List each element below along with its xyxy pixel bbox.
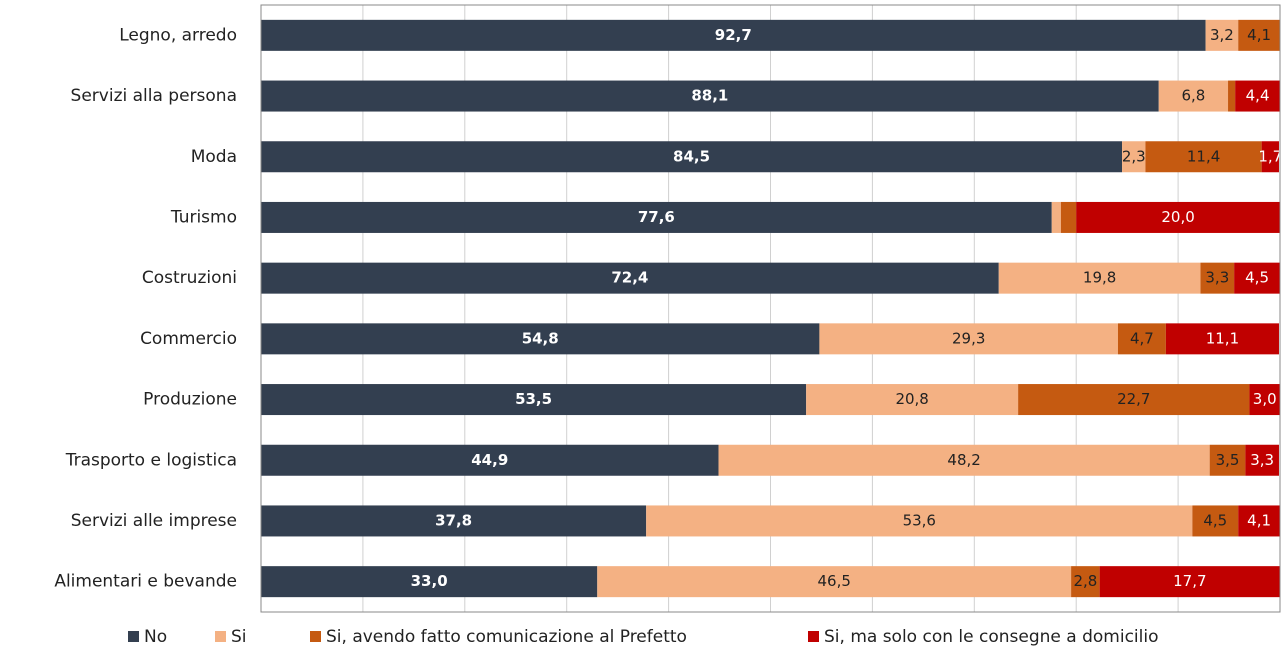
- plot-area: 92,7 3,2 4,1 88,1 6,8 4,4 84,5 2,3 11,4 1,7 77,6 20…: [261, 5, 1282, 612]
- data-label: 11,4: [1187, 147, 1220, 165]
- bar-segment: [1018, 384, 1250, 416]
- bar-segment: [646, 505, 1193, 537]
- bar-segment: [1165, 323, 1279, 355]
- legend-swatch: [310, 631, 321, 642]
- bar-segment: [1071, 566, 1100, 598]
- data-label: 37,8: [435, 511, 472, 529]
- data-label: 22,7: [1117, 390, 1150, 408]
- data-label: 4,7: [1130, 329, 1154, 347]
- bar-segment: [819, 323, 1118, 355]
- bar-segment: [718, 444, 1210, 476]
- bar-segment: [261, 323, 820, 355]
- data-label: 4,5: [1245, 269, 1269, 287]
- bar-segment: [261, 19, 1206, 51]
- bar-segment: [1122, 141, 1146, 173]
- data-label: 4,1: [1247, 26, 1271, 44]
- data-label: 54,8: [522, 329, 559, 347]
- data-label: 92,7: [715, 26, 752, 44]
- data-label: 1,7: [1258, 147, 1282, 165]
- data-label: 4,1: [1247, 511, 1271, 529]
- bar-segment: [261, 505, 647, 537]
- data-label: 33,0: [411, 572, 448, 590]
- bar-segment: [1060, 201, 1077, 233]
- data-label: 72,4: [611, 269, 648, 287]
- data-label: 3,0: [1253, 390, 1277, 408]
- data-label: 2,3: [1122, 147, 1146, 165]
- data-label: 29,3: [952, 329, 985, 347]
- data-label: 4,4: [1246, 87, 1270, 105]
- plot-frame: [260, 4, 1281, 613]
- data-label: 2,8: [1073, 572, 1097, 590]
- data-label: 46,5: [817, 572, 850, 590]
- data-label: 77,6: [638, 208, 675, 226]
- bar-segment: [261, 80, 1159, 112]
- legend-label: Si: [231, 627, 247, 647]
- data-label: 48,2: [947, 451, 980, 469]
- bar-segment: [1158, 80, 1229, 112]
- legend-swatch: [808, 631, 819, 642]
- legend-swatch: [215, 631, 226, 642]
- y-tick-label: Costruzioni: [142, 268, 237, 288]
- bar-segment: [1192, 505, 1239, 537]
- bar-segment: [261, 201, 1052, 233]
- data-label: 19,8: [1083, 269, 1116, 287]
- bar-segment: [1051, 201, 1061, 233]
- bar-segment: [1238, 19, 1280, 51]
- data-label: 11,1: [1206, 329, 1239, 347]
- data-label: 44,9: [471, 451, 508, 469]
- legend-swatch: [128, 631, 139, 642]
- data-label: 3,5: [1216, 451, 1240, 469]
- data-label: 53,6: [903, 511, 936, 529]
- data-label: 88,1: [691, 87, 728, 105]
- data-label: 20,8: [895, 390, 928, 408]
- bar-segment: [806, 384, 1019, 416]
- y-tick-label: Moda: [191, 147, 237, 167]
- bar-segment: [597, 566, 1072, 598]
- bar-segment: [261, 566, 598, 598]
- legend-label: Si, ma solo con le consegne a domicilio: [824, 627, 1158, 647]
- data-label: 20,0: [1161, 208, 1194, 226]
- y-tick-label: Trasporto e logistica: [65, 450, 237, 470]
- bar-segment: [1235, 80, 1280, 112]
- data-label: 4,5: [1203, 511, 1227, 529]
- data-label: 3,3: [1250, 451, 1274, 469]
- bar-segment: [261, 141, 1123, 173]
- bar-segment: [1200, 262, 1235, 294]
- y-tick-label: Legno, arredo: [119, 25, 237, 45]
- bar-segment: [261, 444, 719, 476]
- bar-segment: [998, 262, 1201, 294]
- bar-segment: [1145, 141, 1262, 173]
- y-tick-label: Produzione: [143, 390, 237, 410]
- bar-segment: [261, 384, 807, 416]
- data-label: 53,5: [515, 390, 552, 408]
- data-label: 17,7: [1173, 572, 1206, 590]
- bar-segment: [261, 262, 999, 294]
- data-label: 6,8: [1181, 87, 1205, 105]
- data-label: 3,3: [1205, 269, 1229, 287]
- y-tick-label: Servizi alle imprese: [71, 511, 237, 531]
- legend-label: No: [144, 627, 167, 647]
- legend-label: Si, avendo fatto comunicazione al Prefet…: [326, 627, 687, 647]
- bar-segment: [1261, 141, 1279, 173]
- bar-segment: [1245, 444, 1279, 476]
- bar-segment: [1209, 444, 1246, 476]
- bar-segment: [1099, 566, 1280, 598]
- y-tick-label: Servizi alla persona: [71, 86, 237, 106]
- data-label: 3,2: [1210, 26, 1234, 44]
- y-tick-label: Alimentari e bevande: [54, 572, 237, 592]
- bar-segment: [1234, 262, 1280, 294]
- y-tick-label: Commercio: [140, 329, 237, 349]
- bar-segment: [1228, 80, 1236, 112]
- bar-segment: [1205, 19, 1239, 51]
- y-tick-label: Turismo: [170, 207, 237, 227]
- data-label: 84,5: [673, 147, 710, 165]
- bar-segment: [1117, 323, 1166, 355]
- bar-segment: [1076, 201, 1280, 233]
- bar-segment: [1238, 505, 1280, 537]
- bar-segment: [1249, 384, 1280, 416]
